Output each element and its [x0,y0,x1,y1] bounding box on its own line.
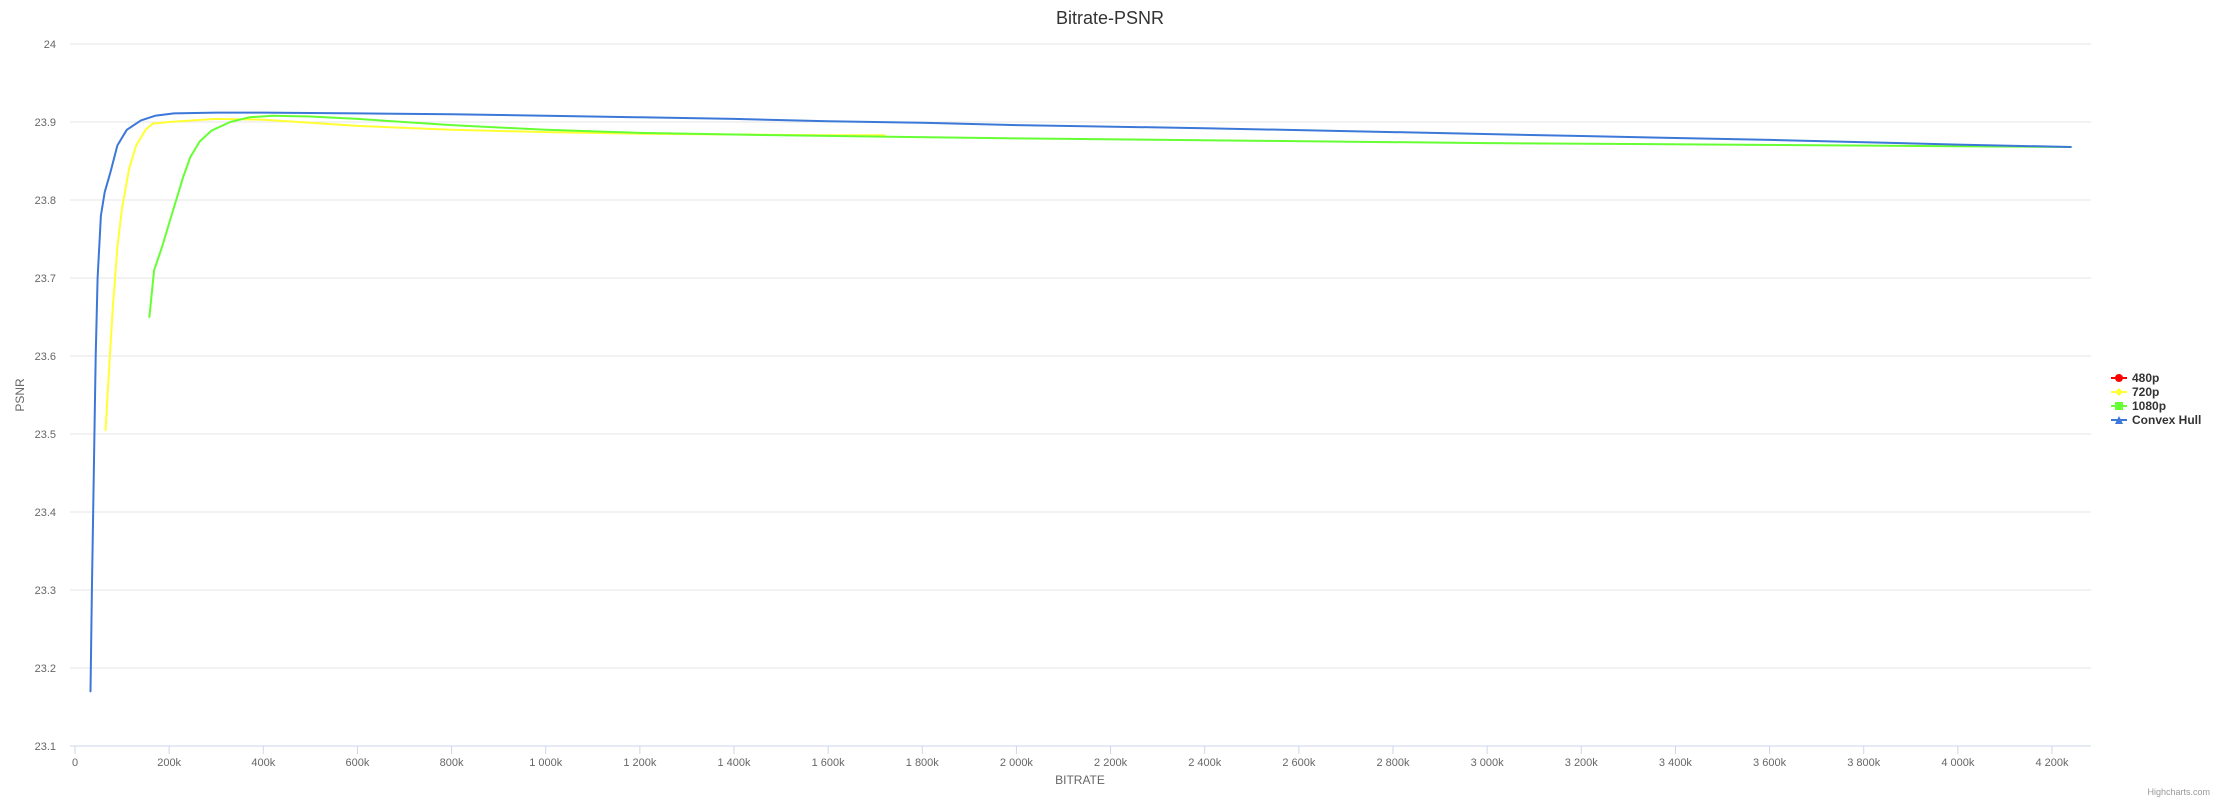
x-tick-label: 800k [440,757,464,769]
y-tick-label: 23.4 [35,507,56,519]
x-tick-label: 3 000k [1471,757,1505,769]
legend-marker [2115,416,2123,424]
x-tick-label: 1 600k [812,757,846,769]
series-line-convex-hull[interactable] [89,111,2072,693]
legend-label: 720p [2132,385,2159,399]
x-tick-label: 2 000k [1000,757,1034,769]
x-tick-label: 3 200k [1565,757,1599,769]
x-tick-label: 200k [157,757,181,769]
y-tick-label: 23.8 [35,195,56,207]
grid-lines [70,43,2091,669]
x-tick-label: 1 800k [906,757,940,769]
x-tick-label: 1 200k [623,757,657,769]
credits-link[interactable]: Highcharts.com [2147,787,2210,797]
x-tick-label: 3 800k [1847,757,1881,769]
series-lines [89,111,2072,693]
legend-marker [2115,402,2123,410]
legend-label: Convex Hull [2132,413,2201,427]
legend-item-480p[interactable]: 480p [2111,371,2159,385]
legend-label: 480p [2132,371,2159,385]
x-tick-label: 2 400k [1188,757,1222,769]
y-tick-label: 23.6 [35,351,56,363]
y-tick-label: 23.3 [35,585,56,597]
legend-marker [2115,374,2123,382]
series-line-1080p[interactable] [148,114,2072,318]
y-tick-label: 23.7 [35,273,56,285]
x-tick-label: 4 000k [1941,757,1975,769]
chart-title: Bitrate-PSNR [1056,8,1164,28]
x-tick-label: 2 800k [1376,757,1410,769]
y-axis-ticks: 23.1 23.2 23.3 23.4 23.5 23.6 23.7 23.8 23.9 24 [35,39,56,753]
y-tick-label: 24 [44,39,56,51]
x-tick-label: 4 200k [2035,757,2069,769]
x-tick-label: 2 600k [1282,757,1316,769]
x-axis-title: BITRATE [1055,773,1105,787]
legend-item-convex-hull[interactable]: Convex Hull [2111,413,2201,427]
legend-label: 1080p [2132,399,2166,413]
x-axis-ticks: 0 200k 400k 600k 800k 1 000k 1 200k 1 400k 1 600… [72,746,2069,769]
x-tick-label: 0 [72,757,78,769]
x-tick-label: 1 000k [529,757,563,769]
y-tick-label: 23.1 [35,741,56,753]
legend-item-720p[interactable]: 720p [2111,385,2159,399]
legend-item-1080p[interactable]: 1080p [2111,399,2166,413]
x-tick-label: 3 600k [1753,757,1787,769]
y-axis-title: PSNR [13,378,27,412]
y-tick-label: 23.5 [35,429,56,441]
x-tick-label: 2 200k [1094,757,1128,769]
x-tick-label: 400k [251,757,275,769]
y-tick-label: 23.9 [35,117,56,129]
x-tick-label: 1 400k [717,757,751,769]
x-tick-label: 600k [345,757,369,769]
legend-marker [2115,388,2123,396]
x-tick-label: 3 400k [1659,757,1693,769]
y-tick-label: 23.2 [35,663,56,675]
series-line-720p[interactable] [104,117,886,432]
